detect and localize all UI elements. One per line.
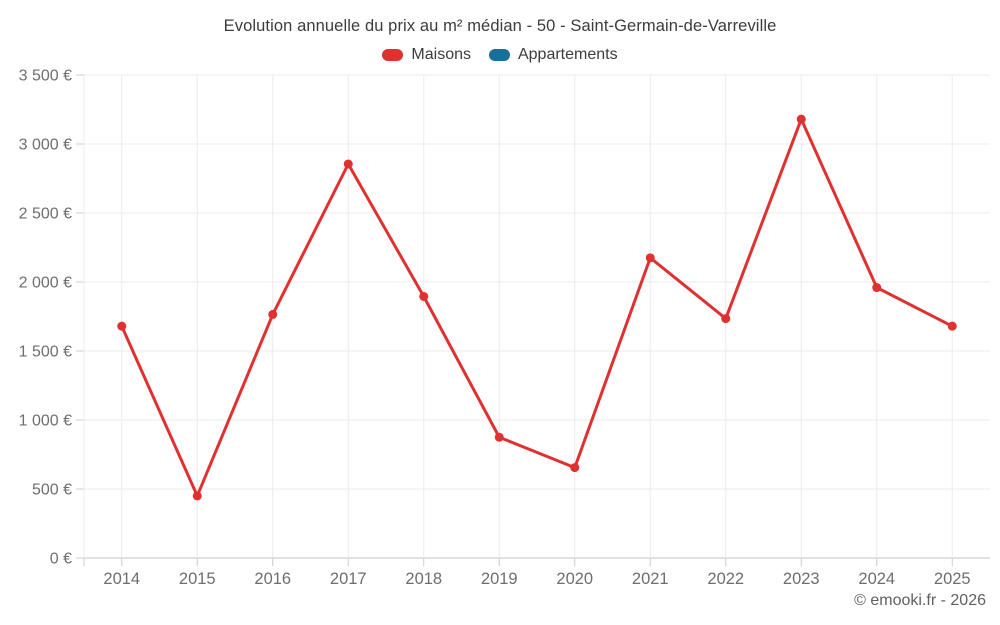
point-maisons-2015[interactable]: [192, 491, 202, 501]
x-axis-label-2021: 2021: [632, 570, 669, 588]
y-axis-label-1000: 1 000 €: [19, 413, 72, 430]
point-maisons-2022[interactable]: [721, 314, 731, 324]
legend-label-maisons: Maisons: [411, 46, 471, 63]
point-maisons-2021[interactable]: [645, 253, 655, 263]
point-maisons-2024[interactable]: [872, 283, 882, 293]
point-maisons-2020[interactable]: [570, 463, 580, 473]
legend-label-appartements: Appartements: [517, 46, 618, 63]
point-maisons-2017[interactable]: [343, 159, 353, 169]
x-axis-label-2015: 2015: [179, 570, 216, 588]
point-maisons-2025[interactable]: [947, 321, 957, 331]
legend-item-maisons[interactable]: Maisons: [382, 46, 471, 64]
appartements-series-swatch: [488, 49, 510, 61]
x-axis-label-2022: 2022: [707, 570, 744, 588]
y-axis-label-1500: 1 500 €: [19, 344, 72, 361]
point-maisons-2018[interactable]: [419, 291, 429, 301]
y-axis-label-3500: 3 500 €: [19, 68, 72, 85]
x-axis-label-2020: 2020: [556, 570, 593, 588]
y-axis-label-2000: 2 000 €: [19, 275, 72, 292]
y-axis-label-500: 500 €: [32, 482, 72, 499]
chart-legend: Maisons Appartements: [0, 46, 1000, 64]
x-axis-label-2018: 2018: [405, 570, 442, 588]
footer-credit: © emooki.fr - 2026: [854, 592, 986, 609]
y-axis-label-3000: 3 000 €: [19, 137, 72, 154]
maisons-series-swatch: [382, 49, 404, 61]
x-axis-label-2016: 2016: [254, 570, 291, 588]
x-axis-label-2019: 2019: [481, 570, 518, 588]
series-line-maisons: [120, 117, 954, 498]
y-axis-label-0: 0 €: [50, 551, 72, 568]
x-axis-label-2023: 2023: [783, 570, 820, 588]
x-axis-label-2024: 2024: [858, 570, 895, 588]
legend-item-appartements[interactable]: Appartements: [488, 46, 618, 64]
y-axis-label-2500: 2 500 €: [19, 206, 72, 223]
point-maisons-2016[interactable]: [268, 309, 278, 319]
point-maisons-2023[interactable]: [796, 114, 806, 124]
x-axis-label-2017: 2017: [330, 570, 367, 588]
x-axis-label-2014: 2014: [103, 570, 140, 588]
point-maisons-2019[interactable]: [494, 432, 504, 442]
point-maisons-2014[interactable]: [117, 321, 127, 331]
chart-title: Evolution annuelle du prix au m² médian …: [223, 17, 777, 35]
x-axis-label-2025: 2025: [934, 570, 971, 588]
